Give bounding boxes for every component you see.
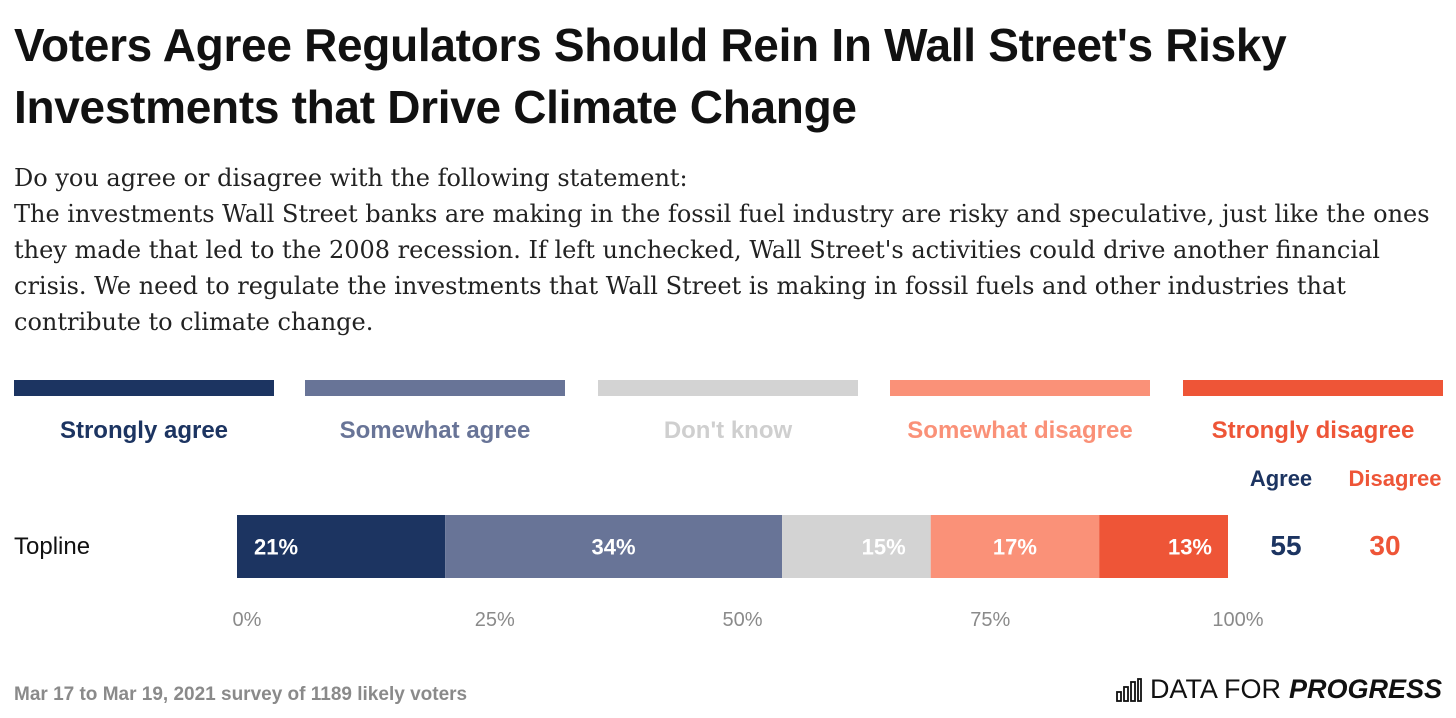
x-tick-label: 100%: [1212, 609, 1263, 631]
agree-total: 55: [1270, 530, 1302, 561]
x-tick-label: 75%: [970, 609, 1010, 631]
seg-somewhat-disagree-label: 17%: [993, 535, 1037, 560]
subtitle-question: Do you agree or disagree with the follow…: [14, 164, 688, 192]
seg-dont-know-label: 15%: [862, 535, 906, 560]
disagree-header: Disagree: [1348, 466, 1442, 491]
legend-label: Strongly disagree: [1211, 417, 1415, 444]
seg-strongly-disagree-bar: [1099, 515, 1228, 578]
x-tick-label: 0%: [233, 609, 262, 631]
seg-strongly-disagree-label: 13%: [1168, 535, 1212, 560]
brand-prefix: DATA FOR: [1149, 674, 1281, 704]
legend-swatch: [14, 380, 274, 396]
row-label-topline: Topline: [14, 533, 91, 560]
legend-item-somewhat-disagree: Somewhat disagree: [890, 380, 1150, 445]
agree-header: Agree: [1249, 466, 1313, 491]
brand-logo: DATA FOR PROGRESS: [1116, 674, 1442, 705]
legend-item-strongly-disagree: Strongly disagree: [1183, 380, 1443, 445]
seg-strongly-agree-bar: [237, 515, 446, 578]
legend-swatch: [598, 380, 858, 396]
stacked-bar-chart: 21% 34% 15% 17% 13% 0% 25% 50% 75% 100%: [233, 515, 1264, 631]
x-tick-label: 25%: [475, 609, 515, 631]
seg-somewhat-agree-label: 34%: [592, 535, 636, 560]
subtitle-statement: The investments Wall Street banks are ma…: [14, 200, 1430, 336]
brand-name: PROGRESS: [1288, 674, 1442, 704]
legend-swatch: [1183, 380, 1443, 396]
legend-item-somewhat-agree: Somewhat agree: [305, 380, 565, 445]
disagree-total: 30: [1369, 530, 1401, 561]
footnote: Mar 17 to Mar 19, 2021 survey of 1189 li…: [14, 684, 468, 705]
seg-strongly-agree-label: 21%: [254, 535, 298, 560]
x-tick-label: 50%: [722, 609, 762, 631]
legend-label: Somewhat agree: [339, 417, 531, 444]
legend-label: Somewhat disagree: [907, 417, 1133, 444]
legend-item-dont-know: Don't know: [598, 380, 858, 445]
legend-label: Strongly agree: [59, 417, 229, 444]
seg-somewhat-agree-bar: [445, 515, 783, 578]
chart-subtitle: Do you agree or disagree with the follow…: [14, 160, 1434, 340]
legend-label: Don't know: [663, 417, 793, 444]
chart-title: Voters Agree Regulators Should Rein In W…: [14, 19, 1287, 133]
legend-swatch: [305, 380, 565, 396]
seg-dont-know-bar: [782, 515, 931, 578]
seg-somewhat-disagree-bar: [930, 515, 1100, 578]
bar-chart-icon: [1116, 677, 1142, 702]
legend-swatch: [890, 380, 1150, 396]
legend-item-strongly-agree: Strongly agree: [14, 380, 274, 445]
